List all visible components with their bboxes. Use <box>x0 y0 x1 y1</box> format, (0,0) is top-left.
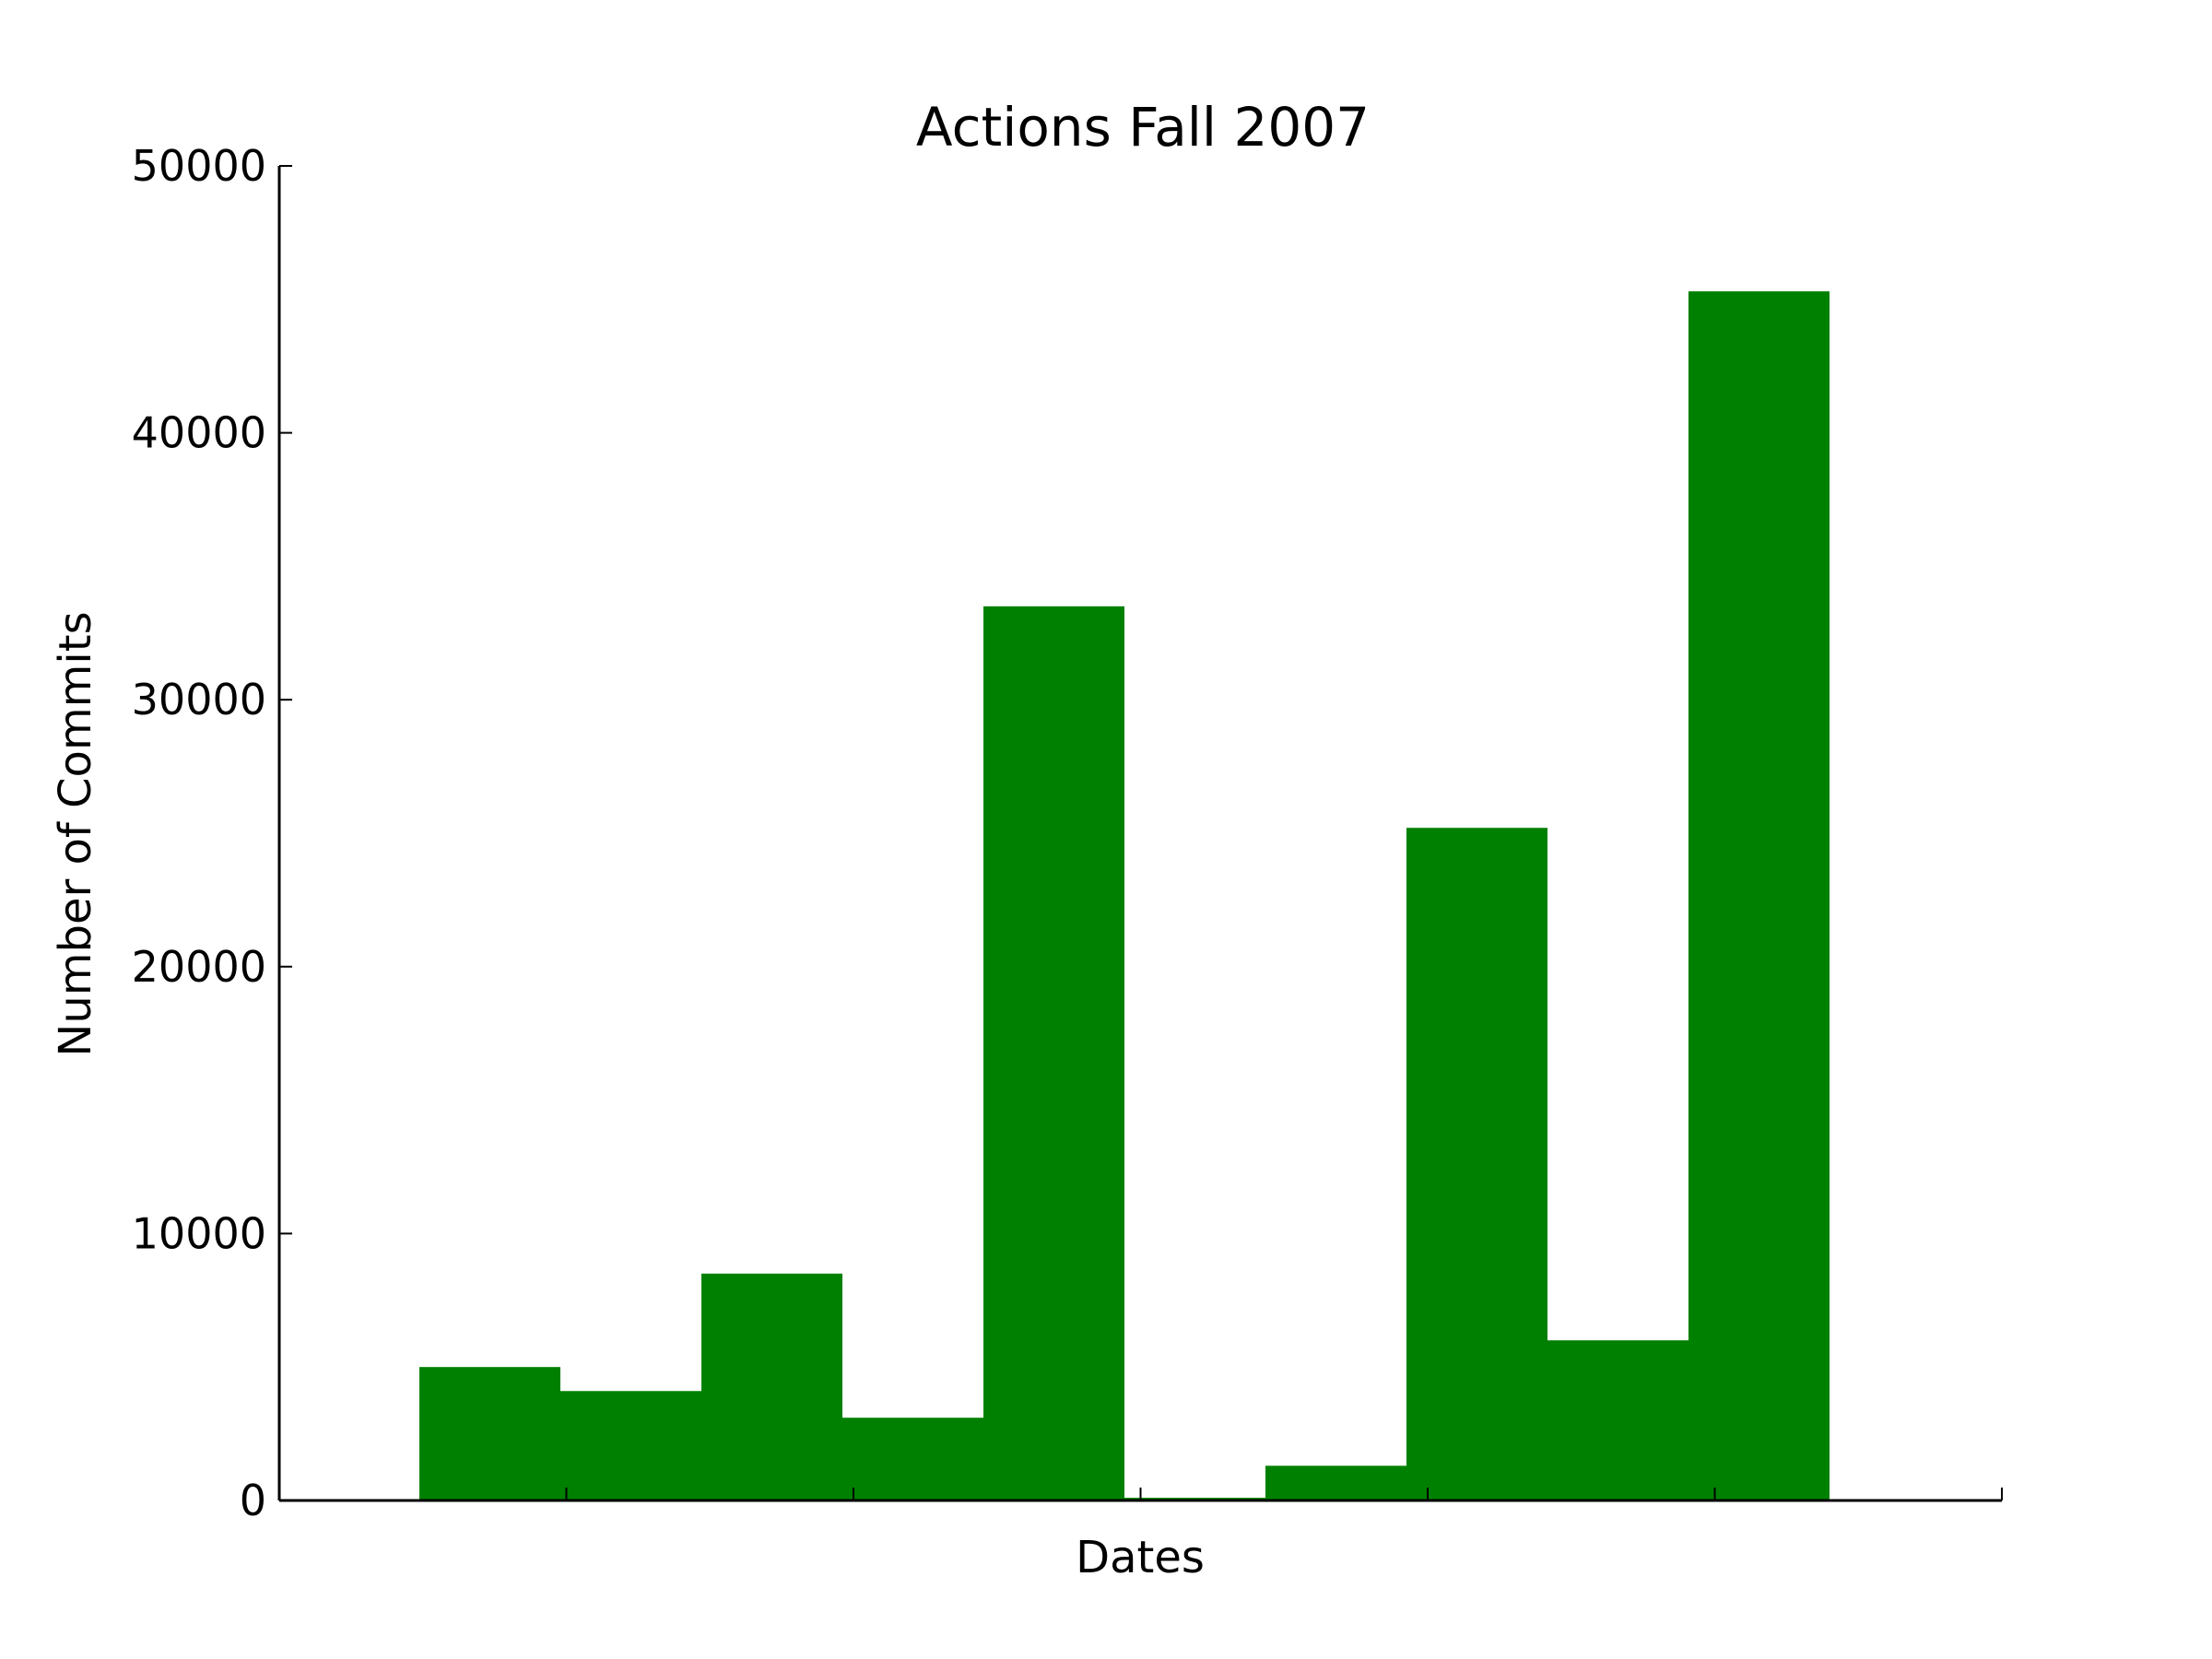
bars-group <box>419 291 1830 1500</box>
bar-2 <box>560 1391 701 1500</box>
bar-8 <box>1406 828 1547 1500</box>
bar-4 <box>842 1418 983 1500</box>
y-tick-label-3: 30000 <box>132 675 266 724</box>
bar-5 <box>983 606 1124 1500</box>
y-tick-label-4: 40000 <box>132 408 266 458</box>
y-tick-label-1: 10000 <box>132 1208 266 1258</box>
bar-3 <box>701 1273 842 1500</box>
y-tick-label-2: 20000 <box>132 942 266 992</box>
bar-9 <box>1547 1340 1688 1500</box>
bar-7 <box>1265 1465 1406 1500</box>
y-tick-label-0: 0 <box>240 1476 266 1525</box>
y-tick-label-5: 50000 <box>132 141 266 191</box>
bar-1 <box>419 1367 560 1500</box>
axes-group: 0 10000 20000 30000 40000 50000 <box>132 141 2003 1525</box>
x-axis-label: Dates <box>1076 1532 1205 1583</box>
bar-10 <box>1688 291 1830 1500</box>
chart-title: Actions Fall 2007 <box>916 96 1370 159</box>
y-axis-label: Number of Commits <box>50 611 101 1056</box>
